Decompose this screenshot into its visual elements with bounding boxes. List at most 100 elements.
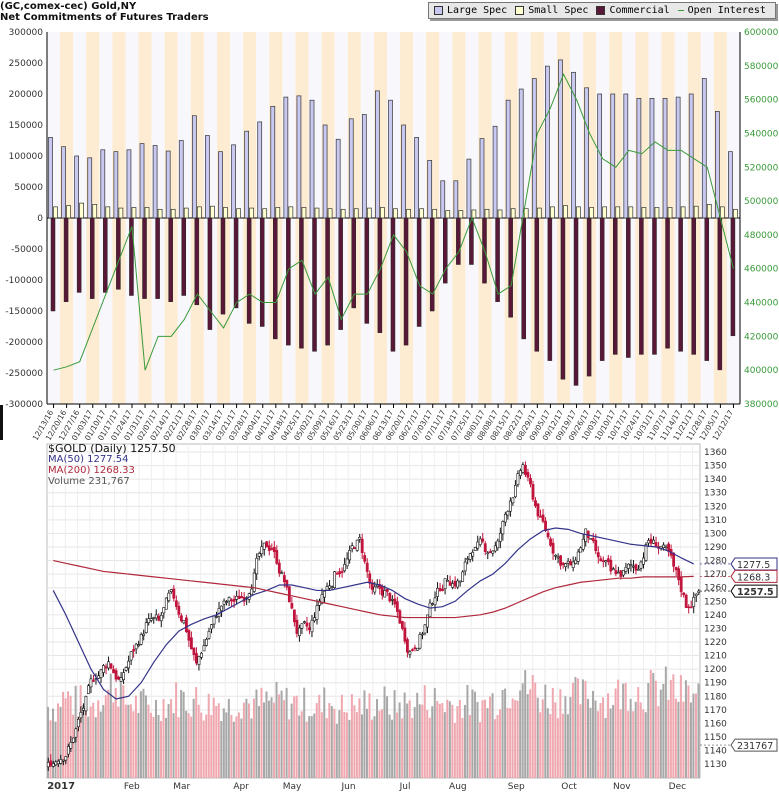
commercial-bar	[312, 217, 317, 352]
candle-body	[192, 647, 196, 655]
x-tick-label: Mar	[173, 782, 190, 792]
y2-tick-label: 520000	[744, 163, 779, 173]
candle-body	[330, 586, 334, 588]
candle-body	[305, 622, 309, 627]
candle-body	[576, 551, 580, 562]
volume-bar	[406, 703, 409, 778]
volume-bar	[308, 716, 311, 778]
volume-bar	[190, 716, 193, 778]
volume-bar	[127, 704, 130, 778]
candle-body	[431, 603, 434, 605]
volume-bar	[313, 713, 316, 778]
volume-bar	[355, 712, 358, 778]
candle-body	[92, 680, 95, 682]
y-tick-label: 200000	[9, 90, 44, 100]
volume-bar	[104, 695, 107, 778]
volume-bar	[516, 700, 519, 778]
candle-body	[275, 550, 279, 564]
volume-bar	[152, 716, 155, 778]
volume-bar	[350, 694, 353, 778]
volume-bar	[142, 688, 145, 778]
volume-bar	[340, 694, 343, 778]
volume-bar	[494, 719, 497, 778]
volume-bar	[499, 709, 502, 778]
volume-bar	[604, 718, 607, 778]
large-spec-bar	[348, 118, 354, 219]
volume-bar	[99, 711, 102, 778]
ma50-marker: 1277.5	[700, 557, 778, 571]
large-spec-bar	[440, 180, 446, 219]
volume-bar	[298, 715, 301, 778]
candle-body	[285, 579, 289, 588]
commercial-bar	[168, 217, 173, 302]
candle-body	[642, 557, 645, 565]
candle-body	[154, 614, 158, 619]
candle-body	[611, 568, 615, 571]
large-spec-bar	[152, 145, 158, 219]
candle-body	[390, 599, 394, 601]
commercial-bar	[259, 217, 265, 327]
commercial-bar	[429, 217, 435, 312]
volume-bar	[365, 708, 368, 778]
candle-body	[629, 564, 633, 566]
small-spec-bar	[510, 208, 516, 219]
volume-bar	[54, 721, 57, 778]
commercial-bar	[639, 217, 644, 355]
price-tick-label: 1150	[704, 733, 727, 743]
large-spec-bar	[218, 151, 223, 219]
small-spec-bar	[236, 208, 241, 219]
volume-bar	[132, 711, 135, 778]
commercial-bar	[273, 217, 278, 340]
candle-body	[167, 592, 171, 601]
commercial-bar	[691, 217, 696, 355]
volume-bar	[242, 702, 245, 778]
small-spec-bar	[301, 207, 307, 219]
large-spec-bar	[649, 97, 655, 219]
volume-bar	[114, 687, 117, 778]
y2-tick-label: 580000	[744, 62, 779, 72]
small-spec-bar	[589, 207, 594, 219]
commercial-bar	[456, 217, 461, 265]
candle-body	[682, 592, 686, 596]
candle-body	[621, 570, 625, 576]
candle-body	[164, 597, 168, 610]
marker-box	[730, 569, 778, 583]
candle-body	[443, 578, 447, 590]
volume-bar	[162, 699, 165, 778]
x-tick-label: May	[283, 782, 302, 792]
volume-bar	[175, 682, 178, 778]
small-spec-bar	[445, 210, 451, 219]
volume-bar	[64, 698, 67, 778]
volume-bar	[62, 691, 65, 778]
commercial-bar	[377, 217, 383, 333]
volume-bar	[182, 691, 185, 778]
volume-bar	[157, 714, 160, 778]
small-spec-bar	[353, 208, 359, 219]
candle-body	[182, 620, 186, 624]
candle-body	[544, 520, 547, 532]
candle-body	[144, 622, 148, 633]
large-spec-bar	[296, 95, 302, 219]
candle-body	[172, 588, 176, 599]
volume-bar	[358, 698, 361, 778]
candle-body	[147, 618, 151, 624]
small-spec-bar	[484, 208, 490, 219]
candle-body	[212, 615, 216, 625]
candle-body	[624, 566, 628, 572]
candle-body	[222, 600, 226, 605]
volume-bar	[662, 683, 665, 778]
volume-bar	[456, 706, 459, 778]
commercial-bar	[717, 217, 723, 371]
candle-body	[581, 538, 585, 550]
candle-body	[511, 497, 515, 504]
candle-body	[89, 678, 93, 688]
candle-body	[689, 606, 693, 609]
candle-body	[406, 639, 409, 653]
volume-bar	[112, 702, 115, 778]
small-spec-swatch	[515, 6, 525, 15]
candle-body	[697, 590, 701, 593]
candle-body	[524, 464, 527, 476]
y-tick-label: 300000	[9, 28, 44, 38]
candle-body	[473, 547, 477, 551]
candle-body	[74, 728, 78, 738]
